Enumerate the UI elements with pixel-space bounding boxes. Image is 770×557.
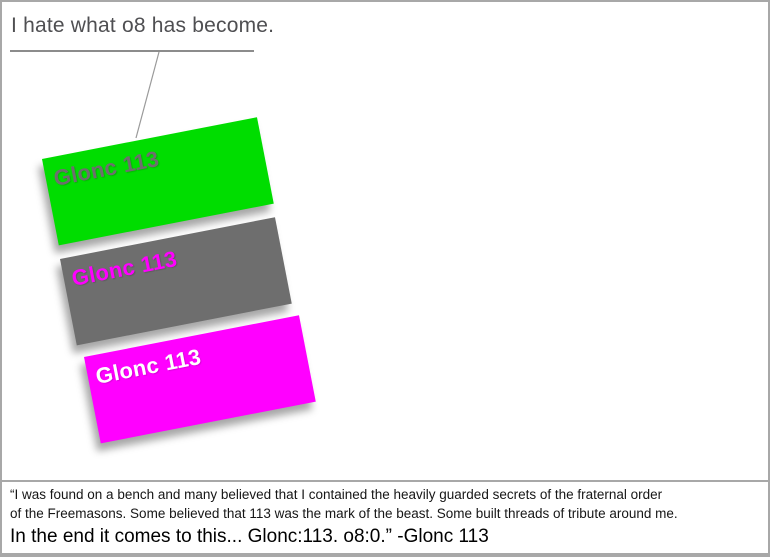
- footer-quote-line1: “I was found on a bench and many believe…: [10, 487, 663, 502]
- footer-closing-line: In the end it comes to this... Glonc:113…: [10, 526, 489, 547]
- footer-quote-line2: of the Freemasons. Some believed that 11…: [10, 505, 678, 521]
- annotation-underline: [10, 50, 254, 52]
- annotation-title: I hate what o8 has become.: [11, 14, 275, 37]
- signature-card-green-label: Glonc 113: [51, 145, 162, 191]
- footer-caption: “I was found on a bench and many believe…: [10, 486, 762, 549]
- footer-divider: [2, 480, 768, 482]
- footer-quote: “I was found on a bench and many believe…: [10, 486, 762, 523]
